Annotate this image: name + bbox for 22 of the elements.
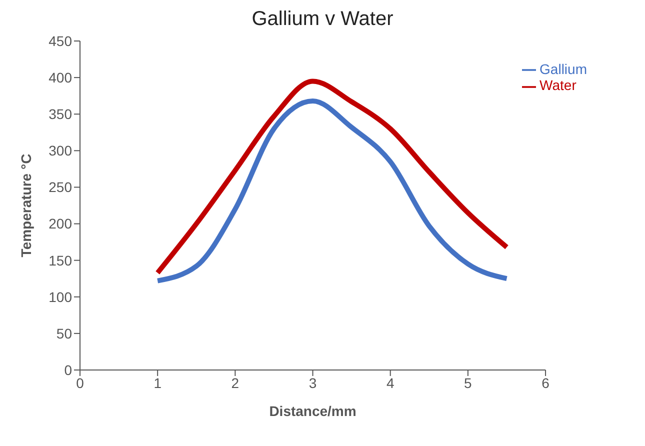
y-tick-label: 400 (48, 70, 72, 86)
x-tick-label: 6 (542, 374, 550, 391)
x-tick-label: 0 (76, 374, 84, 391)
x-tick-label: 4 (386, 374, 394, 391)
x-axis-title: Distance/mm (269, 403, 356, 419)
y-tick-label: 150 (48, 252, 72, 268)
y-tick-label: 450 (48, 32, 72, 49)
y-tick-label: 350 (48, 106, 72, 122)
y-tick-label: 300 (48, 142, 72, 159)
x-tick-label: 3 (308, 374, 317, 391)
y-tick-label: 100 (48, 288, 72, 305)
x-tick-label: 2 (231, 374, 240, 391)
x-tick-label: 1 (154, 374, 162, 391)
legend-label: Gallium (540, 61, 587, 77)
legend-label: Water (540, 77, 576, 94)
y-tick-label: 250 (48, 179, 72, 196)
chart-title: Gallium v Water (250, 8, 394, 31)
y-axis-title: Temperature °C (18, 154, 34, 258)
y-tick-label: 200 (48, 216, 72, 232)
y-tick-label: 0 (64, 362, 72, 378)
x-tick-label: 5 (464, 374, 472, 391)
y-tick-label: 50 (56, 325, 72, 342)
